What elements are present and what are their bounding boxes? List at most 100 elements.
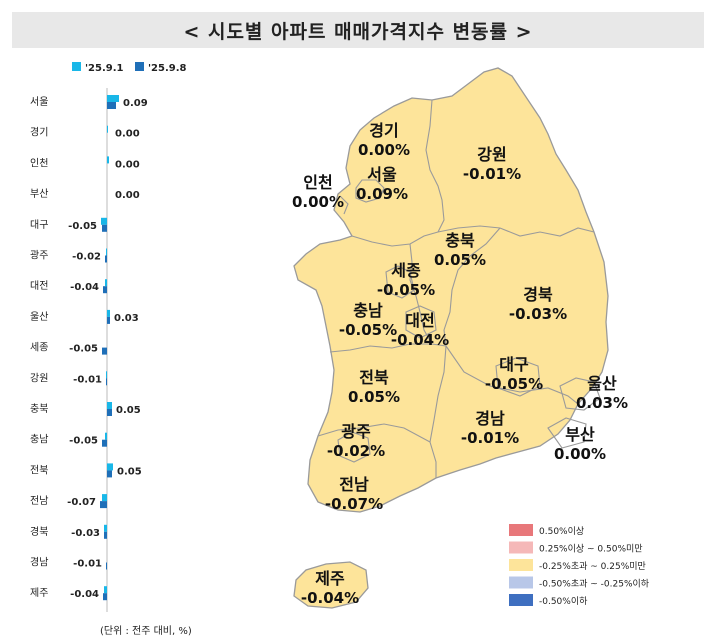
jeju-shape [293, 561, 369, 609]
ulsan-border [559, 377, 601, 411]
region-value: -0.05% [339, 321, 397, 339]
daegu-border [495, 357, 541, 397]
category-label: 충남 [30, 434, 48, 446]
legend-swatch-1 [135, 62, 144, 71]
gwangju-border [337, 431, 371, 463]
region-value: 0.00% [554, 445, 606, 463]
category-label: 충북 [30, 403, 48, 415]
unit-note: (단위 : 전주 대비, %) [100, 626, 192, 637]
region-name: 전북 [359, 368, 389, 387]
data-label: 0.03 [114, 313, 139, 324]
gyeonggi-gangwon-border [425, 99, 445, 233]
bar-chart: '25.9.1 '25.9.8 서울 0.09 경기 0.00 인천 0.00 부산 0.00 대… [30, 62, 187, 612]
legend-color-4 [509, 594, 533, 606]
region-value: 0.05% [434, 251, 486, 269]
bar-prev [104, 524, 107, 532]
category-label: 경북 [30, 525, 48, 538]
bar-curr [100, 501, 107, 509]
title-bar: < 시도별 아파트 매매가격지수 변동률 > [12, 12, 704, 48]
chungbuk-gyeongbuk-border [443, 227, 501, 347]
mainland-shape [293, 67, 609, 513]
bar-prev [107, 156, 109, 164]
legend-range-4: -0.50%이하 [539, 596, 588, 607]
region-value: -0.05% [377, 281, 435, 299]
bar-curr [102, 224, 107, 232]
daejeon-border [405, 305, 437, 339]
category-label: 제주 [30, 587, 48, 599]
region-value: 0.05% [348, 388, 400, 406]
legend-color-3 [509, 576, 533, 589]
gyeonggi-south-border [351, 231, 439, 247]
legend-range-2: -0.25%초과 ~ 0.25%미만 [539, 561, 646, 572]
bar-curr [107, 316, 110, 324]
data-label: -0.07 [67, 497, 96, 508]
region-name: 제주 [315, 569, 345, 588]
region-name: 울산 [587, 374, 617, 393]
region-name: 부산 [565, 425, 595, 444]
chungnam-jeonbuk-border [329, 343, 432, 353]
bar-curr [105, 255, 107, 263]
category-label: 경기 [30, 126, 48, 139]
region-value: 0.03% [576, 394, 628, 412]
bar-prev [107, 95, 119, 102]
region-name: 인천 [303, 173, 332, 192]
bar-curr [102, 347, 107, 355]
category-label: 경남 [30, 556, 48, 569]
data-label: -0.01 [73, 559, 102, 570]
legend-swatch-0 [72, 62, 81, 71]
data-label: 0.05 [116, 405, 141, 416]
gangwon-chungbuk-border [437, 225, 595, 237]
region-value: -0.01% [461, 429, 519, 447]
legend-range-3: -0.50%초과 ~ -0.25%이하 [539, 579, 650, 590]
region-value: 0.09% [356, 185, 408, 203]
bar-curr [102, 439, 107, 447]
bar-prev [105, 279, 107, 287]
bar-prev [105, 432, 107, 440]
bar-curr [104, 531, 107, 539]
region-name: 강원 [477, 145, 506, 164]
category-label: 울산 [30, 311, 48, 323]
data-label: -0.05 [69, 436, 98, 447]
bar-prev [101, 217, 107, 225]
region-name: 경기 [369, 121, 398, 140]
region-value: -0.02% [327, 442, 385, 460]
bar-prev [107, 402, 112, 409]
bar-prev [106, 371, 107, 379]
category-label: 광주 [30, 250, 48, 262]
legend-color-2 [509, 559, 533, 571]
bar-prev [107, 309, 110, 317]
region-value: -0.04% [301, 589, 359, 607]
sejong-border [385, 265, 415, 299]
category-label: 인천 [30, 157, 48, 169]
region-name: 충북 [445, 231, 475, 250]
jeonbuk-gyeongnam-border [429, 345, 447, 478]
bar-curr [107, 102, 116, 109]
bar-prev [102, 494, 107, 502]
legend-label-1: '25.9.8 [148, 63, 187, 74]
region-value: -0.01% [463, 165, 521, 183]
region-name: 대전 [405, 311, 434, 330]
data-label: -0.05 [69, 344, 98, 355]
category-label: 전북 [30, 464, 48, 476]
bar-curr [103, 593, 107, 601]
region-name: 전남 [339, 475, 369, 494]
data-label: 0.09 [123, 98, 148, 109]
bar-prev [106, 248, 107, 256]
map-labels: 경기0.00%서울0.09%인천0.00%강원-0.01%충북0.05%세종-0… [292, 121, 628, 607]
category-label: 세종 [30, 342, 48, 354]
bar-curr [107, 470, 112, 478]
legend-color-1 [509, 541, 533, 554]
incheon-border [339, 195, 349, 215]
chungnam-chungbuk-border [409, 243, 447, 347]
category-label: 전남 [30, 495, 48, 507]
chart-legend: '25.9.1 '25.9.8 [72, 62, 187, 74]
region-borders [317, 99, 601, 478]
data-label: -0.04 [70, 589, 99, 600]
region-value: 0.00% [292, 193, 344, 211]
bar-prev [107, 463, 113, 471]
region-name: 경북 [523, 285, 553, 304]
region-value: -0.04% [391, 331, 449, 349]
region-name: 세종 [391, 261, 421, 280]
seoul-border [355, 179, 385, 203]
